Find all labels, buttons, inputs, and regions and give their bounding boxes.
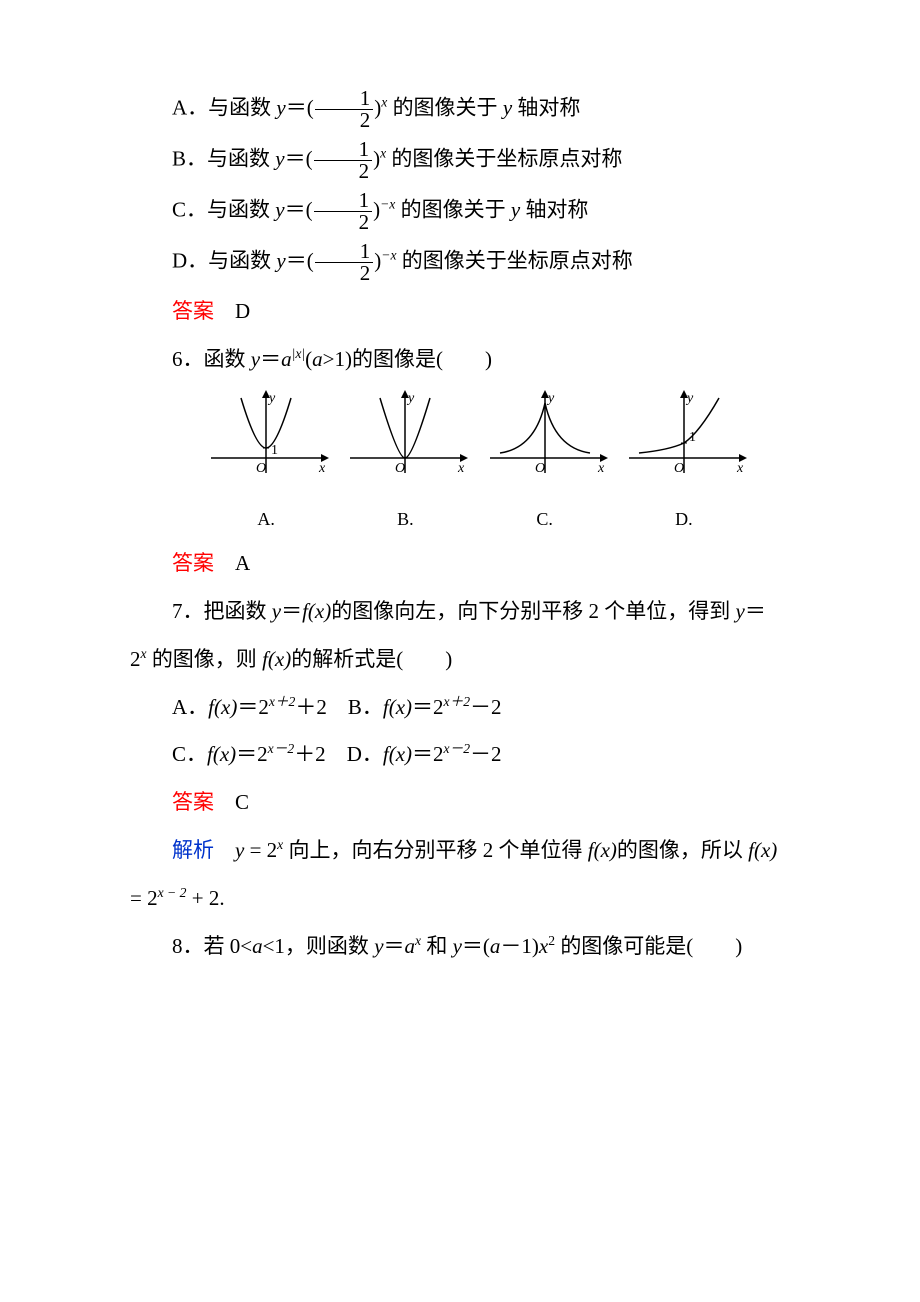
opt-label: B． xyxy=(172,146,207,170)
fraction: 12 xyxy=(315,241,374,284)
answer-value: C xyxy=(235,790,249,814)
svg-text:O: O xyxy=(535,461,545,476)
q7-stem-line1: 7．把函数 y＝f(x)的图像向左，向下分别平移 2 个单位，得到 y＝ xyxy=(130,592,820,632)
answer-label: 答案 xyxy=(172,551,214,575)
q6-answer: 答案 A xyxy=(130,544,820,584)
svg-text:O: O xyxy=(256,461,266,476)
svg-text:y: y xyxy=(267,391,276,406)
q7-explanation-line2: = 2x − 2 + 2. xyxy=(130,879,820,919)
q7-options-cd: C．f(x)＝2x－2＋2 D．f(x)＝2x－2－2 xyxy=(130,735,820,775)
q5-answer: 答案 D xyxy=(130,292,820,332)
q5-option-c: C．与函数 y＝(12)−x 的图像关于 y 轴对称 xyxy=(130,190,820,233)
q8-stem: 8．若 0<a<1，则函数 y＝ax 和 y＝(a－1)x2 的图像可能是( ) xyxy=(130,927,820,967)
q6-graph-c: y O x C. xyxy=(480,388,610,536)
svg-text:y: y xyxy=(546,391,555,406)
svg-text:x: x xyxy=(597,461,605,476)
svg-text:1: 1 xyxy=(271,443,278,458)
opt-label: C． xyxy=(172,197,207,221)
answer-label: 答案 xyxy=(172,790,214,814)
answer-value: A xyxy=(235,551,250,575)
q7-answer: 答案 C xyxy=(130,783,820,823)
svg-text:O: O xyxy=(395,461,405,476)
svg-text:y: y xyxy=(685,391,694,406)
svg-text:x: x xyxy=(318,461,326,476)
svg-text:x: x xyxy=(736,461,744,476)
q6-graph-d: 1 y O x D. xyxy=(619,388,749,536)
q5-option-b: B．与函数 y＝(12)x 的图像关于坐标原点对称 xyxy=(130,139,820,182)
document-page: A．与函数 y＝(12)x 的图像关于 y 轴对称 B．与函数 y＝(12)x … xyxy=(0,0,920,1302)
svg-text:1: 1 xyxy=(689,430,696,445)
fraction: 12 xyxy=(315,88,374,131)
svg-text:O: O xyxy=(674,461,684,476)
q6-graph-a: 1 y O x A. xyxy=(201,388,331,536)
q6-stem: 6．函数 y＝a|x|(a>1)的图像是( ) xyxy=(130,340,820,380)
q7-stem-line2: 2x 的图像，则 f(x)的解析式是( ) xyxy=(130,640,820,680)
explanation-label: 解析 xyxy=(172,838,214,862)
q7-options-ab: A．f(x)＝2x＋2＋2 B．f(x)＝2x＋2－2 xyxy=(130,688,820,728)
q6-graph-row: 1 y O x A. y O x B. xyxy=(130,388,820,536)
answer-label: 答案 xyxy=(172,299,214,323)
fraction: 12 xyxy=(314,190,373,233)
svg-text:y: y xyxy=(406,391,415,406)
q5-option-a: A．与函数 y＝(12)x 的图像关于 y 轴对称 xyxy=(130,88,820,131)
opt-label: D． xyxy=(172,248,208,272)
opt-label: A． xyxy=(172,95,208,119)
q6-graph-b: y O x B. xyxy=(340,388,470,536)
q5-option-d: D．与函数 y＝(12)−x 的图像关于坐标原点对称 xyxy=(130,241,820,284)
svg-text:x: x xyxy=(457,461,465,476)
fraction: 12 xyxy=(314,139,373,182)
q7-explanation-line1: 解析 y = 2x 向上，向右分别平移 2 个单位得 f(x)的图像，所以 f(… xyxy=(130,831,820,871)
answer-value: D xyxy=(235,299,250,323)
